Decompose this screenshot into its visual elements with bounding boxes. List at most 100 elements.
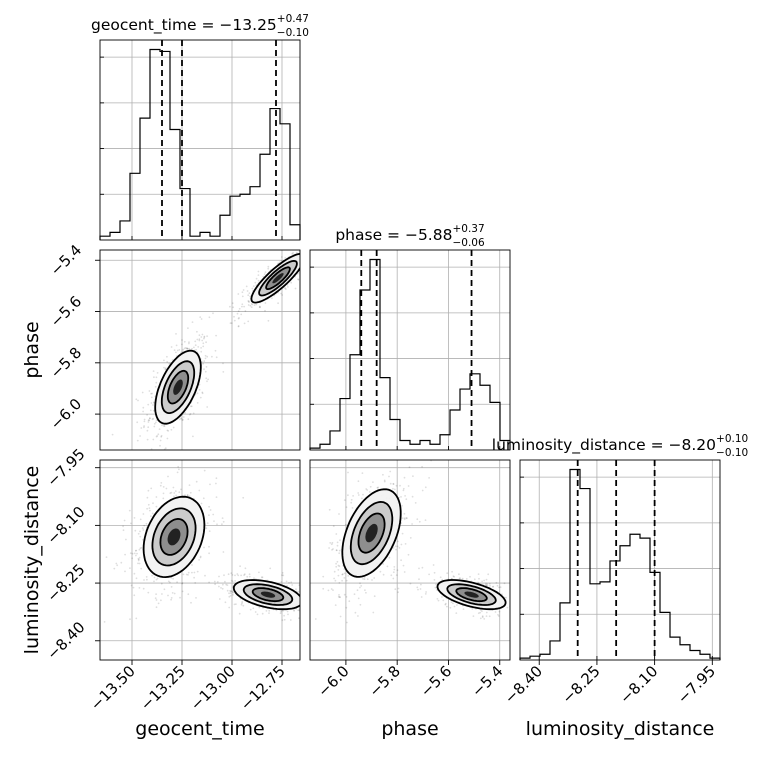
histogram-luminosity_distance [519,468,721,660]
scatter-point [197,346,200,348]
scatter-point [200,350,203,353]
scatter-point [345,506,348,509]
scatter-point [428,573,430,576]
scatter-point [333,577,335,580]
scatter-point [289,619,292,621]
scatter-point [479,609,482,611]
scatter-point [155,419,158,422]
scatter-point [301,268,303,270]
samples-and-contours [103,465,317,623]
scatter-point [133,517,136,519]
scatter-point [338,596,341,598]
scatter-point [397,540,399,543]
scatter-point [514,613,516,615]
contour-mode1-level2 [251,587,285,603]
scatter-point [155,376,158,379]
scatter-point [303,616,305,618]
scatter-point [241,295,244,298]
contour-mode0-level1 [160,360,196,414]
contour-mode1-level1 [242,583,294,606]
scatter-point [383,479,386,482]
scatter-point [315,602,317,604]
scatter-point [264,309,266,312]
scatter-point [303,258,305,260]
scatter-point [492,586,494,588]
scatter-point [167,580,170,583]
scatter-point [151,512,154,515]
scatter-point [408,466,411,469]
scatter-point [332,548,334,550]
scatter-point [293,244,295,246]
scatter-point [214,349,217,352]
scatter-point [159,484,162,487]
scatter-point [419,588,422,590]
scatter-point [477,581,479,584]
scatter-point [242,289,245,291]
scatter-point [169,581,171,584]
scatter-point [235,603,237,605]
scatter-point [203,336,206,339]
scatter-point [166,355,168,358]
scatter-point [170,597,173,599]
scatter-point [203,368,205,371]
x-tick-label-luminosity_distance: −8.40 [501,662,546,707]
scatter-point [229,322,232,324]
scatter-point [516,594,518,596]
scatter-point [208,552,211,555]
scatter-point [129,567,131,569]
scatter-point [134,529,137,532]
scatter-point [147,419,150,422]
scatter-point [188,495,191,497]
scatter-point [251,287,254,290]
scatter-point [148,507,151,509]
scatter-point [147,403,150,406]
scatter-point [155,599,158,601]
scatter-point [485,578,488,581]
scatter-point [489,584,491,587]
scatter-point [183,347,186,350]
scatter-point [244,567,247,570]
scatter-point [241,291,244,294]
scatter-point [330,543,333,546]
scatter-point [261,576,264,579]
scatter-point [131,552,134,555]
scatter-point [303,602,305,604]
scatter-point [199,555,202,558]
scatter-point [160,482,163,484]
contour-mode0-level0 [154,349,202,425]
scatter-point [156,372,159,374]
density-fill-mode1-level3 [272,273,284,284]
scatter-point [198,559,201,561]
scatter-point [124,570,126,573]
scatter-point [202,345,205,348]
scatter-point [264,271,267,273]
scatter-point [286,610,289,613]
scatter-point [319,242,321,244]
scatter-point [147,489,150,492]
samples-and-contours [314,460,530,624]
scatter-point [162,497,165,500]
scatter-point [297,590,300,593]
scatter-point [111,433,114,436]
scatter-point [485,584,488,587]
scatter-point [157,602,160,605]
scatter-point [257,279,260,282]
scatter-point [485,582,487,585]
scatter-point [394,588,397,591]
scatter-point [400,543,403,546]
scatter-point [152,417,155,420]
scatter-point [247,320,250,323]
scatter-point [206,380,208,383]
density-fill-mode1-level3 [260,591,276,598]
scatter-point [496,584,499,587]
scatter-point [360,585,363,587]
scatter-point [120,561,123,564]
y-tick-label-phase: −5.6 [47,292,85,330]
scatter-point [161,424,163,427]
scatter-point [159,444,161,447]
scatter-point [302,269,304,271]
scatter-point [528,602,530,604]
scatter-point [505,596,507,599]
scatter-point [348,600,351,603]
scatter-point [208,545,210,548]
